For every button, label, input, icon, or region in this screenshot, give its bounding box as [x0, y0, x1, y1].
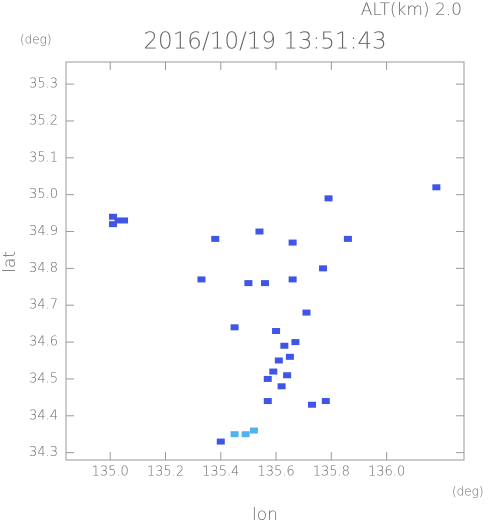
x-axis-label: lon [252, 505, 278, 521]
echo [285, 353, 294, 360]
echo [211, 235, 220, 242]
x-tick-label: 135.8 [313, 465, 350, 480]
echo [269, 368, 278, 375]
echo [321, 398, 330, 405]
y-tick-label: 34.7 [29, 298, 58, 313]
echo [230, 431, 239, 438]
y-axis-label: lat [0, 251, 20, 273]
echo [274, 357, 283, 364]
x-tick-label: 135.6 [257, 465, 294, 480]
echo [288, 239, 297, 246]
y-tick-label: 34.8 [29, 261, 58, 276]
x-unit: (deg) [452, 485, 484, 499]
y-tick-label: 35.3 [29, 77, 58, 92]
y-tick-label: 35.0 [29, 187, 58, 202]
echo [249, 427, 258, 434]
echo [263, 375, 272, 382]
echo [280, 342, 289, 349]
echo [272, 328, 281, 335]
echo [244, 280, 253, 287]
echo [263, 398, 272, 405]
echo [288, 276, 297, 283]
x-tick-label: 135.4 [202, 465, 239, 480]
echo [283, 372, 292, 379]
echo [230, 324, 239, 331]
echo [241, 431, 250, 438]
echo [120, 217, 129, 224]
echo [114, 217, 123, 224]
x-tick-label: 136.0 [368, 465, 405, 480]
echo [319, 265, 328, 272]
y-tick-label: 34.5 [29, 371, 58, 386]
echo [255, 228, 264, 235]
echo [307, 401, 316, 408]
altitude-label: ALT(km) 2.0 [361, 0, 462, 20]
echo [432, 184, 441, 191]
echo [277, 383, 286, 390]
x-tick-label: 135.0 [92, 465, 129, 480]
chart-title: 2016/10/19 13:51:43 [143, 29, 386, 55]
y-tick-label: 34.6 [29, 335, 58, 350]
echo [343, 235, 352, 242]
y-tick-label: 34.9 [29, 224, 58, 239]
echo [302, 309, 311, 316]
echo [324, 195, 333, 202]
echo [197, 276, 206, 283]
y-tick-label: 34.4 [29, 408, 58, 423]
echo [261, 280, 269, 287]
y-unit: (deg) [20, 33, 52, 47]
x-tick-label: 135.2 [147, 465, 184, 480]
echo [108, 221, 117, 228]
echo [108, 213, 117, 220]
echo [291, 339, 300, 346]
y-tick-label: 35.2 [29, 113, 58, 128]
y-tick-label: 34.3 [29, 445, 58, 460]
plot-frame [65, 61, 465, 461]
echo [216, 438, 225, 445]
y-tick-label: 35.1 [29, 150, 58, 165]
